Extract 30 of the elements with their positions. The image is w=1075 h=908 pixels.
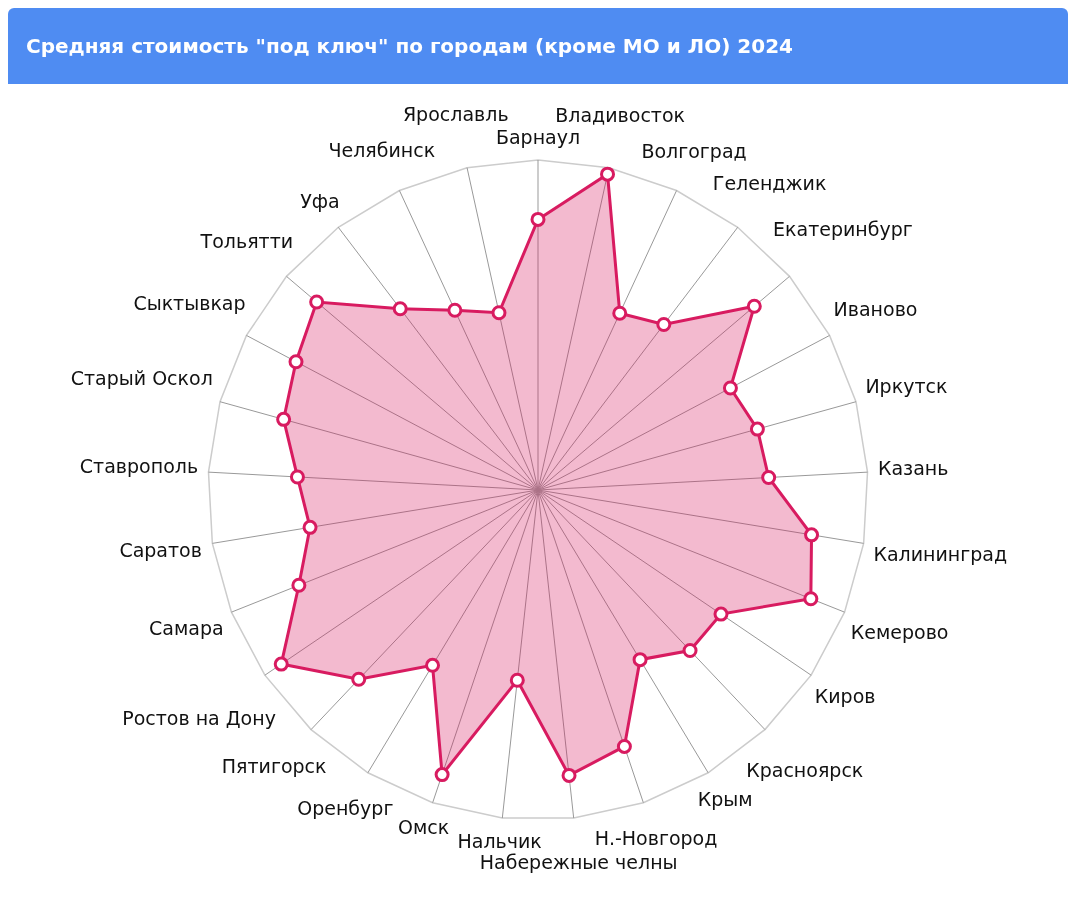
- spoke-label: Иркутск: [865, 374, 948, 397]
- spoke-label: Саратов: [119, 538, 202, 561]
- spoke-label: Н.-Новгород: [594, 827, 718, 850]
- spoke-label: Барнаул: [495, 126, 581, 149]
- spoke-label: Уфа: [300, 190, 340, 213]
- spoke-label: Самара: [149, 617, 224, 640]
- spoke-label: Старый Оскол: [70, 366, 213, 389]
- chart-title: Средняя стоимость "под ключ" по городам (кроме МО и ЛО) 2024: [8, 8, 1068, 84]
- spoke-label: Киров: [814, 685, 876, 708]
- spoke-label: Сыктывкар: [133, 292, 246, 315]
- spoke-label: Челябинск: [328, 139, 436, 162]
- spoke-label: Калининград: [873, 542, 1008, 565]
- spoke-label: Нальчик: [457, 829, 542, 852]
- spoke-label: Екатеринбург: [773, 217, 913, 240]
- spoke-label: Иваново: [833, 298, 918, 321]
- spoke-label: Ярославль: [402, 103, 509, 126]
- spoke-label: Кемерово: [850, 621, 949, 644]
- spoke-label: Оренбург: [297, 797, 394, 820]
- spoke-label: Казань: [877, 456, 949, 479]
- spoke-label: Ростов на Дону: [122, 706, 276, 729]
- spoke-label: Геленджик: [712, 172, 827, 195]
- spoke-label: Владивосток: [555, 103, 686, 126]
- spoke-label: Ставрополь: [79, 455, 199, 478]
- spoke-label: Пятигорск: [221, 755, 327, 778]
- spoke-label: Набережные челны: [479, 850, 678, 873]
- spoke-label: Волгоград: [641, 139, 747, 162]
- spoke-label: Тольятти: [199, 229, 294, 252]
- spoke-label: Крым: [697, 788, 753, 811]
- spoke-label: Омск: [398, 816, 450, 839]
- spoke-label: Красноярск: [746, 758, 864, 781]
